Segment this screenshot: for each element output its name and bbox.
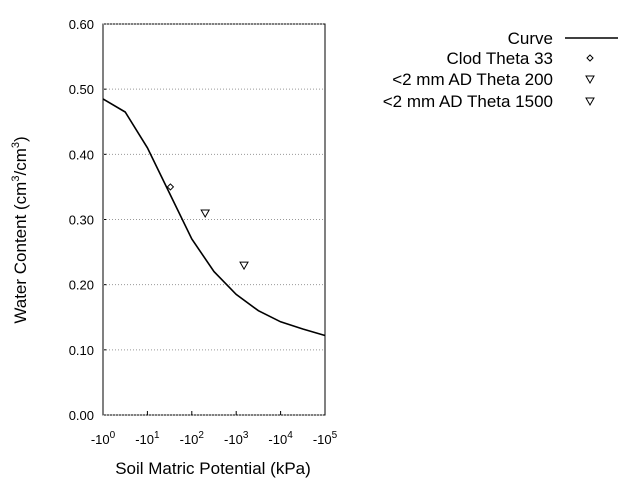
x-tick-base: -10 bbox=[180, 432, 199, 447]
legend-label: <2 mm AD Theta 200 bbox=[392, 70, 553, 89]
x-tick-base: -10 bbox=[313, 432, 332, 447]
y-label-sup: 3 bbox=[10, 142, 22, 148]
x-tick-label: -101 bbox=[135, 430, 160, 447]
x-tick-base: -10 bbox=[268, 432, 287, 447]
y-axis-label: Water Content (cm3/cm3) bbox=[10, 136, 30, 323]
legend-label: Curve bbox=[508, 29, 553, 48]
diamond-marker bbox=[166, 183, 175, 191]
y-label-text: /cm bbox=[11, 148, 30, 175]
x-tick-exponent: 5 bbox=[332, 430, 338, 441]
legend-label: <2 mm AD Theta 1500 bbox=[383, 92, 553, 111]
curve bbox=[102, 98, 326, 337]
x-tick-base: -10 bbox=[91, 432, 110, 447]
triangle-marker bbox=[585, 75, 595, 85]
x-tick-exponent: 4 bbox=[287, 430, 293, 441]
y-tick-label: 0.60 bbox=[69, 17, 94, 32]
triangle-marker bbox=[239, 261, 249, 271]
x-tick-label: -100 bbox=[91, 430, 116, 447]
x-tick-exponent: 1 bbox=[154, 430, 160, 441]
triangle-marker bbox=[200, 209, 211, 218]
x-tick-exponent: 3 bbox=[243, 430, 249, 441]
x-tick-label: -102 bbox=[180, 430, 205, 447]
y-label-text: Water Content (cm bbox=[11, 182, 30, 324]
y-tick-label: 0.10 bbox=[69, 343, 94, 358]
x-tick-exponent: 2 bbox=[198, 430, 204, 441]
x-tick-label: -104 bbox=[268, 430, 293, 447]
x-axis-label: Soil Matric Potential (kPa) bbox=[115, 459, 311, 478]
x-tick-label: -103 bbox=[224, 430, 249, 447]
y-tick-label: 0.30 bbox=[69, 213, 94, 228]
legend-label: Clod Theta 33 bbox=[447, 49, 553, 68]
x-tick-exponent: 0 bbox=[110, 430, 116, 441]
x-tick-label: -105 bbox=[313, 430, 338, 447]
y-label-text: ) bbox=[11, 136, 30, 142]
y-label-sup: 3 bbox=[10, 176, 22, 182]
x-tick-base: -10 bbox=[135, 432, 154, 447]
diamond-marker bbox=[586, 54, 594, 62]
y-tick-label: 0.40 bbox=[69, 147, 94, 162]
x-tick-base: -10 bbox=[224, 432, 243, 447]
y-tick-label: 0.00 bbox=[69, 408, 94, 423]
y-tick-label: 0.20 bbox=[69, 278, 94, 293]
triangle-marker bbox=[585, 97, 595, 107]
y-tick-label: 0.50 bbox=[69, 82, 94, 97]
